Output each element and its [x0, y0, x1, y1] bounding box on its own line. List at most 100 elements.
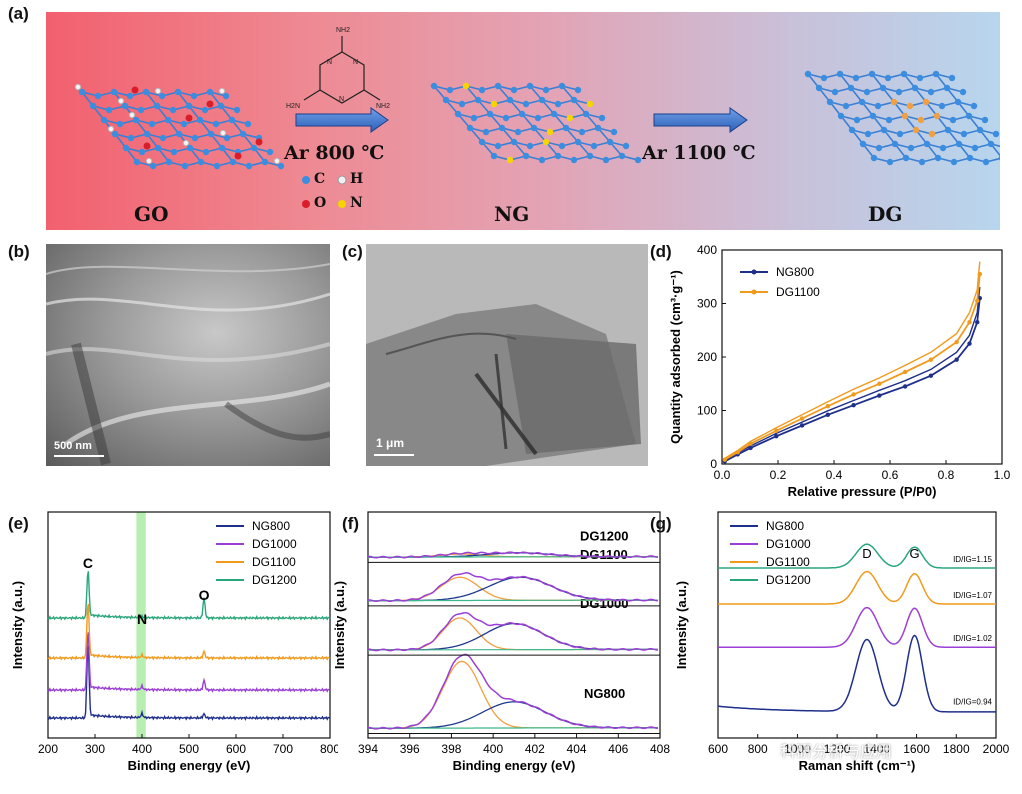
svg-text:N: N	[327, 59, 332, 66]
lattice-atom	[121, 102, 129, 110]
x-tick-label: 402	[525, 742, 545, 756]
lattice-atom	[430, 82, 438, 90]
lattice-atom	[965, 112, 973, 120]
svg-text:N: N	[339, 96, 344, 103]
y-axis-label: Intensity (a.u.)	[674, 581, 689, 669]
x-tick-label: 1000	[784, 742, 811, 756]
lattice-atom	[869, 112, 877, 120]
isotherm-point	[722, 457, 727, 462]
panel-label-c: (c)	[342, 242, 363, 261]
lattice-atom	[550, 110, 558, 118]
x-tick-label: 1.0	[994, 468, 1011, 482]
lattice-atom	[442, 96, 450, 104]
lattice-atom	[470, 114, 478, 122]
y-axis-label: Intensity (a.u.)	[10, 581, 25, 669]
lattice-atom	[916, 74, 924, 82]
isotherm-point	[967, 341, 972, 346]
sem-image: 500 nm	[46, 244, 330, 466]
lattice-atom	[522, 152, 530, 160]
lattice-atom	[190, 92, 198, 100]
lattice-atom	[143, 130, 151, 138]
lattice-atom	[502, 114, 510, 122]
y-tick-label: 300	[697, 297, 717, 311]
isotherm-point	[928, 373, 934, 378]
lattice-atom	[586, 100, 594, 108]
lattice-atom	[874, 102, 882, 110]
lattice-atom	[891, 140, 899, 148]
lattice-atom	[858, 98, 866, 106]
legend-label-DG1000: DG1000	[766, 537, 811, 551]
lattice-atom	[514, 128, 522, 136]
lattice-atom	[902, 154, 910, 162]
lattice-atom	[490, 100, 498, 108]
isotherm-point	[954, 357, 959, 362]
lattice-atom	[494, 142, 502, 150]
synthesis-scheme-graphic: N N N NH2 H2N NH2	[74, 27, 1022, 208]
isotherm-point	[748, 441, 753, 446]
lattice-atom	[534, 114, 542, 122]
melamine-nh2-top: NH2	[336, 27, 350, 34]
x-axis-label: Binding energy (eV)	[453, 758, 576, 773]
isotherm-point	[902, 384, 908, 389]
x-tick-label: 800	[748, 742, 768, 756]
lattice-atom	[574, 86, 582, 94]
x-tick-label: 394	[358, 742, 378, 756]
lattice-atom	[922, 98, 930, 106]
legend-oxygen-dot	[302, 200, 310, 208]
step2-condition: Ar 1100 ℃	[642, 142, 756, 164]
isotherm-point	[902, 369, 908, 375]
lattice-atom	[938, 102, 946, 110]
lattice-atom	[261, 158, 269, 166]
lattice-atom	[852, 74, 860, 82]
lattice-atom	[133, 158, 141, 166]
lattice-atom	[506, 156, 514, 164]
isotherm-desorption-NG800	[724, 287, 981, 461]
reaction-arrow-1	[295, 107, 389, 133]
lattice-atom	[165, 158, 173, 166]
lattice-atom	[634, 156, 642, 164]
lattice-atom	[928, 130, 936, 138]
x-tick-label: 396	[400, 742, 420, 756]
x-tick-label: 0.4	[826, 468, 843, 482]
survey-line-DG1100	[47, 603, 331, 661]
lattice-atom	[132, 116, 140, 124]
legend-marker	[751, 269, 757, 275]
hydrogen-atom	[182, 139, 190, 147]
hydrogen-atom	[145, 157, 153, 165]
lattice-atom	[116, 120, 124, 128]
peak-label-c: C	[83, 555, 93, 571]
lattice-atom	[148, 120, 156, 128]
lattice-atom	[578, 128, 586, 136]
lattice-atom	[949, 116, 957, 124]
plot-frame	[367, 511, 661, 739]
lattice-atom	[490, 152, 498, 160]
isotherm-point	[735, 450, 740, 455]
isotherm-point	[954, 339, 959, 345]
x-axis-label: Raman shift (cm⁻¹)	[799, 758, 916, 773]
lattice-atom	[105, 106, 113, 114]
lattice-atom	[944, 126, 952, 134]
ng-label: NG	[494, 202, 530, 226]
lattice-atom	[558, 142, 566, 150]
background-line-NG800	[368, 727, 658, 729]
x-tick-label: 1600	[903, 742, 930, 756]
y-axis-label: Quantity adsorbed (cm³·g⁻¹)	[668, 270, 683, 444]
oxygen-atom	[185, 114, 193, 122]
dg-label: DG	[868, 202, 903, 226]
hydrogen-atom	[128, 111, 136, 119]
hydrogen-atom	[74, 83, 82, 91]
lattice-atom	[217, 102, 225, 110]
lattice-atom	[912, 126, 920, 134]
lattice-atom	[458, 100, 466, 108]
isotherm-point	[928, 357, 934, 362]
ratio-label-NG800: ID/IG=0.94	[953, 697, 992, 706]
lattice-atom	[222, 92, 230, 100]
lattice-atom	[842, 102, 850, 110]
x-tick-label: 1200	[824, 742, 851, 756]
lattice-atom	[142, 88, 150, 96]
lattice-atom	[939, 144, 947, 152]
isotherm-point	[977, 271, 983, 277]
legend-hydrogen-label: H	[350, 171, 364, 187]
plot-frame	[717, 511, 997, 739]
lattice-atom	[594, 124, 602, 132]
